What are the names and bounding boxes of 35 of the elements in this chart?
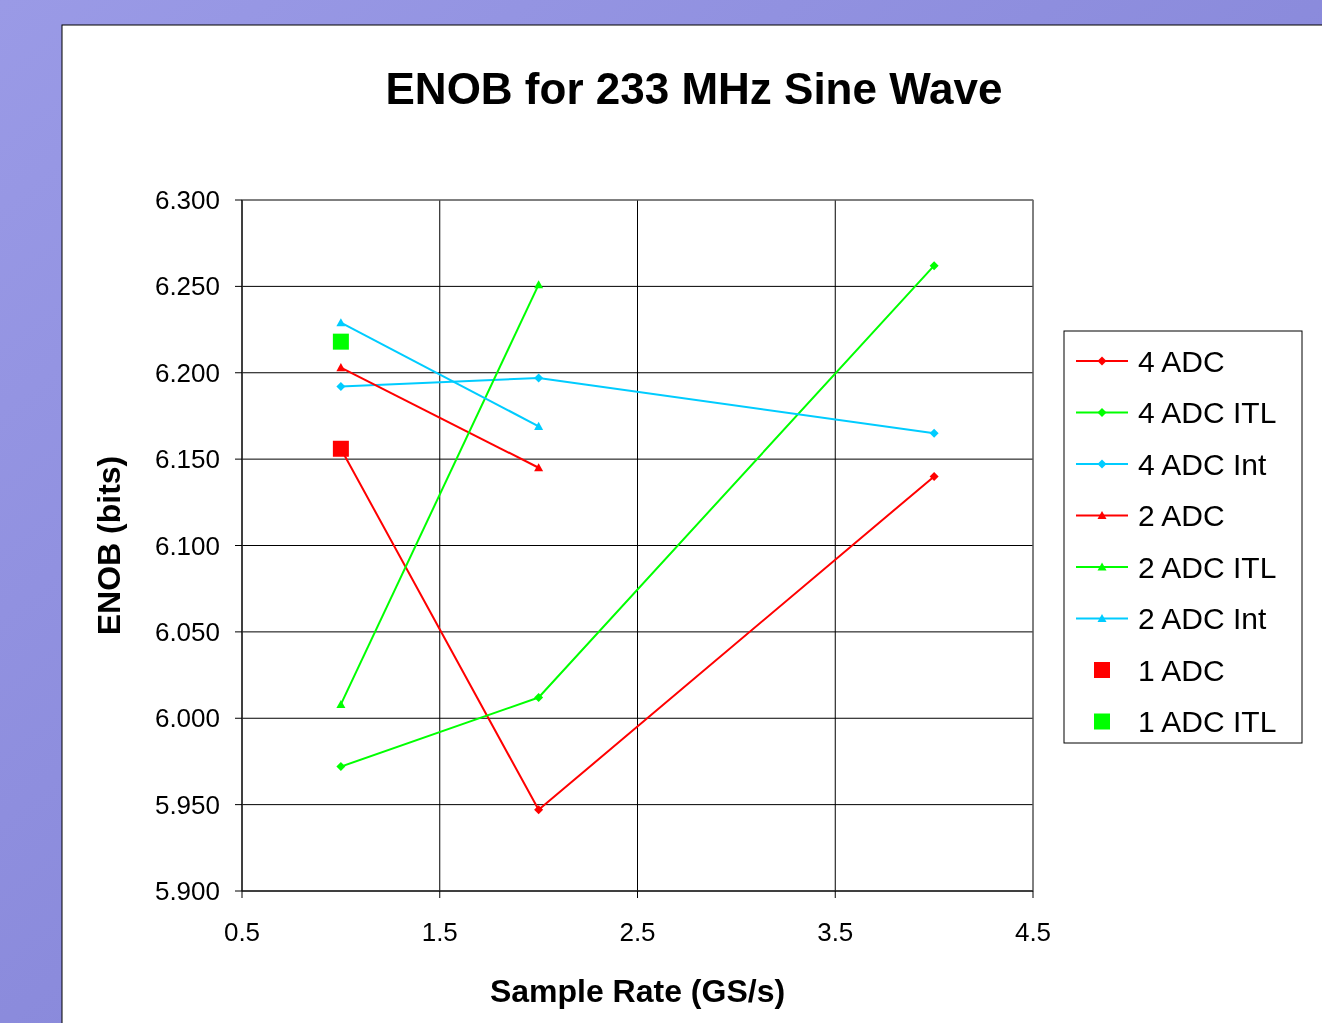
x-tick-label: 4.5 [1014, 917, 1052, 947]
chart-title: ENOB for 233 MHz Sine Wave [385, 64, 1003, 113]
legend-label: 2 ADC ITL [1138, 550, 1277, 584]
y-tick-label: 6.000 [154, 703, 220, 734]
legend-label: 4 ADC ITL [1138, 396, 1277, 429]
point [534, 805, 544, 815]
legend-label: 4 ADC [1138, 344, 1225, 378]
point [929, 471, 939, 481]
point [534, 373, 544, 383]
y-tick-label: 6.300 [154, 185, 220, 216]
x-tick-label: 3.5 [817, 917, 854, 947]
x-tick-label: 0.5 [223, 917, 261, 947]
point [332, 440, 349, 457]
y-tick-label: 6.050 [154, 616, 220, 647]
point [336, 762, 346, 772]
point [929, 261, 939, 271]
legend-label: 2 ADC [1138, 499, 1225, 532]
y-tick-label: 6.150 [154, 444, 220, 475]
y-axis-title: ENOB (bits) [91, 455, 127, 636]
point [929, 428, 939, 438]
y-tick-label: 5.950 [154, 789, 220, 820]
y-tick-label: 6.100 [154, 530, 220, 561]
point [336, 382, 346, 392]
legend-label: 4 ADC Int [1138, 447, 1268, 481]
point [534, 693, 544, 703]
x-axis-title: Sample Rate (GS/s) [489, 973, 786, 1009]
legend-label: 2 ADC Int [1138, 602, 1268, 635]
x-tick-label: 2.5 [619, 917, 656, 947]
point [332, 333, 349, 350]
y-tick-label: 6.250 [154, 271, 220, 302]
y-tick-label: 6.200 [154, 357, 220, 388]
y-tick-label: 5.900 [154, 876, 220, 907]
legend-label: 1 ADC [1138, 653, 1225, 687]
legend-label: 1 ADC ITL [1138, 705, 1277, 738]
x-tick-label: 1.5 [421, 917, 458, 947]
